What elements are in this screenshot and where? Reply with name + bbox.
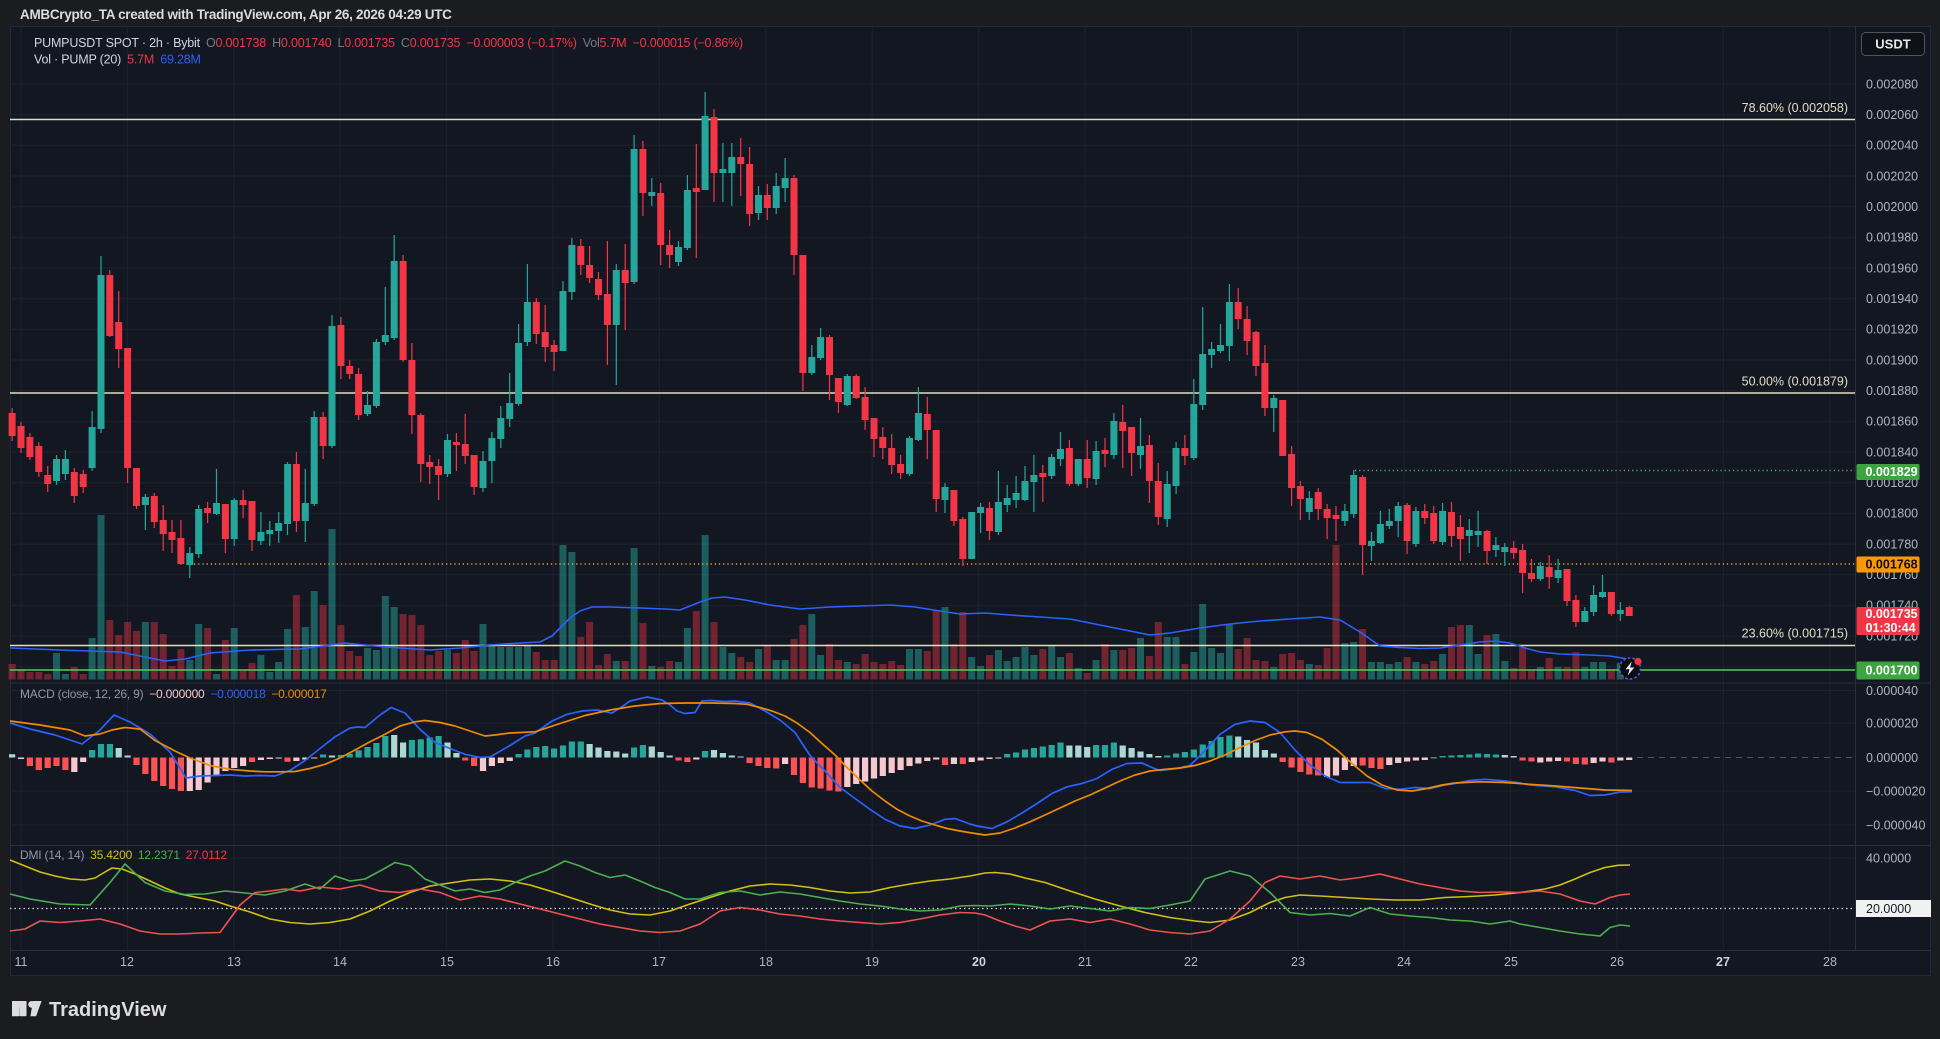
svg-text:24: 24 bbox=[1397, 955, 1411, 969]
svg-text:78.60% (0.002058): 78.60% (0.002058) bbox=[1742, 101, 1848, 115]
svg-text:23: 23 bbox=[1291, 955, 1305, 969]
svg-text:0.000000: 0.000000 bbox=[1866, 751, 1918, 765]
svg-text:12: 12 bbox=[120, 955, 134, 969]
svg-text:0.001960: 0.001960 bbox=[1866, 261, 1918, 275]
svg-text:28: 28 bbox=[1823, 955, 1837, 969]
svg-text:0.001780: 0.001780 bbox=[1866, 537, 1918, 551]
svg-text:MACD (close, 12, 26, 9) −0.000: MACD (close, 12, 26, 9) −0.000000 −0.000… bbox=[20, 687, 327, 701]
svg-text:14: 14 bbox=[333, 955, 347, 969]
svg-text:18: 18 bbox=[759, 955, 773, 969]
svg-text:0.000020: 0.000020 bbox=[1866, 716, 1918, 730]
svg-text:27: 27 bbox=[1716, 955, 1730, 969]
svg-text:AMBCrypto_TA created with Trad: AMBCrypto_TA created with TradingView.co… bbox=[20, 7, 452, 22]
svg-text:22: 22 bbox=[1184, 955, 1198, 969]
svg-text:11: 11 bbox=[15, 955, 28, 969]
svg-text:Vol · PUMP (20) 5.7M 69.28M: Vol · PUMP (20) 5.7M 69.28M bbox=[34, 53, 201, 67]
svg-text:0.001900: 0.001900 bbox=[1866, 353, 1918, 367]
svg-text:0.001940: 0.001940 bbox=[1866, 292, 1918, 306]
svg-text:21: 21 bbox=[1078, 955, 1092, 969]
svg-text:15: 15 bbox=[440, 955, 454, 969]
svg-text:0.001735: 0.001735 bbox=[1866, 607, 1918, 621]
svg-text:40.0000: 40.0000 bbox=[1866, 851, 1911, 865]
svg-text:17: 17 bbox=[652, 955, 666, 969]
svg-text:0.001829: 0.001829 bbox=[1866, 465, 1918, 479]
svg-text:16: 16 bbox=[546, 955, 560, 969]
svg-text:23.60% (0.001715): 23.60% (0.001715) bbox=[1742, 627, 1848, 641]
svg-text:26: 26 bbox=[1610, 955, 1624, 969]
svg-text:0.002000: 0.002000 bbox=[1866, 200, 1918, 214]
svg-text:0.000040: 0.000040 bbox=[1866, 684, 1918, 698]
svg-text:0.002040: 0.002040 bbox=[1866, 139, 1918, 153]
svg-text:USDT: USDT bbox=[1875, 37, 1910, 52]
svg-text:0.001860: 0.001860 bbox=[1866, 415, 1918, 429]
svg-text:20: 20 bbox=[972, 955, 986, 969]
svg-text:13: 13 bbox=[227, 955, 241, 969]
svg-text:DMI (14, 14) 35.4200 12.2371 2: DMI (14, 14) 35.4200 12.2371 27.0112 bbox=[20, 848, 227, 862]
svg-text:0.001840: 0.001840 bbox=[1866, 445, 1918, 459]
svg-text:0.001920: 0.001920 bbox=[1866, 323, 1918, 337]
svg-text:01:30:44: 01:30:44 bbox=[1866, 621, 1916, 635]
svg-text:0.001800: 0.001800 bbox=[1866, 507, 1918, 521]
svg-text:TradingView: TradingView bbox=[49, 999, 167, 1021]
svg-text:0.001768: 0.001768 bbox=[1866, 558, 1918, 572]
svg-text:19: 19 bbox=[865, 955, 879, 969]
svg-text:25: 25 bbox=[1504, 955, 1518, 969]
svg-text:−0.000020: −0.000020 bbox=[1866, 784, 1925, 798]
svg-text:0.002080: 0.002080 bbox=[1866, 77, 1918, 91]
svg-text:50.00% (0.001879): 50.00% (0.001879) bbox=[1742, 375, 1848, 389]
svg-text:0.002060: 0.002060 bbox=[1866, 108, 1918, 122]
svg-text:0.002020: 0.002020 bbox=[1866, 169, 1918, 183]
svg-text:0.001700: 0.001700 bbox=[1866, 664, 1918, 678]
svg-text:0.001980: 0.001980 bbox=[1866, 231, 1918, 245]
svg-text:0.001880: 0.001880 bbox=[1866, 384, 1918, 398]
svg-text:PUMPUSDT SPOT · 2h · Bybit O0.: PUMPUSDT SPOT · 2h · Bybit O0.001738 H0.… bbox=[34, 36, 743, 50]
svg-text:20.0000: 20.0000 bbox=[1866, 902, 1911, 916]
svg-text:−0.000040: −0.000040 bbox=[1866, 818, 1925, 832]
